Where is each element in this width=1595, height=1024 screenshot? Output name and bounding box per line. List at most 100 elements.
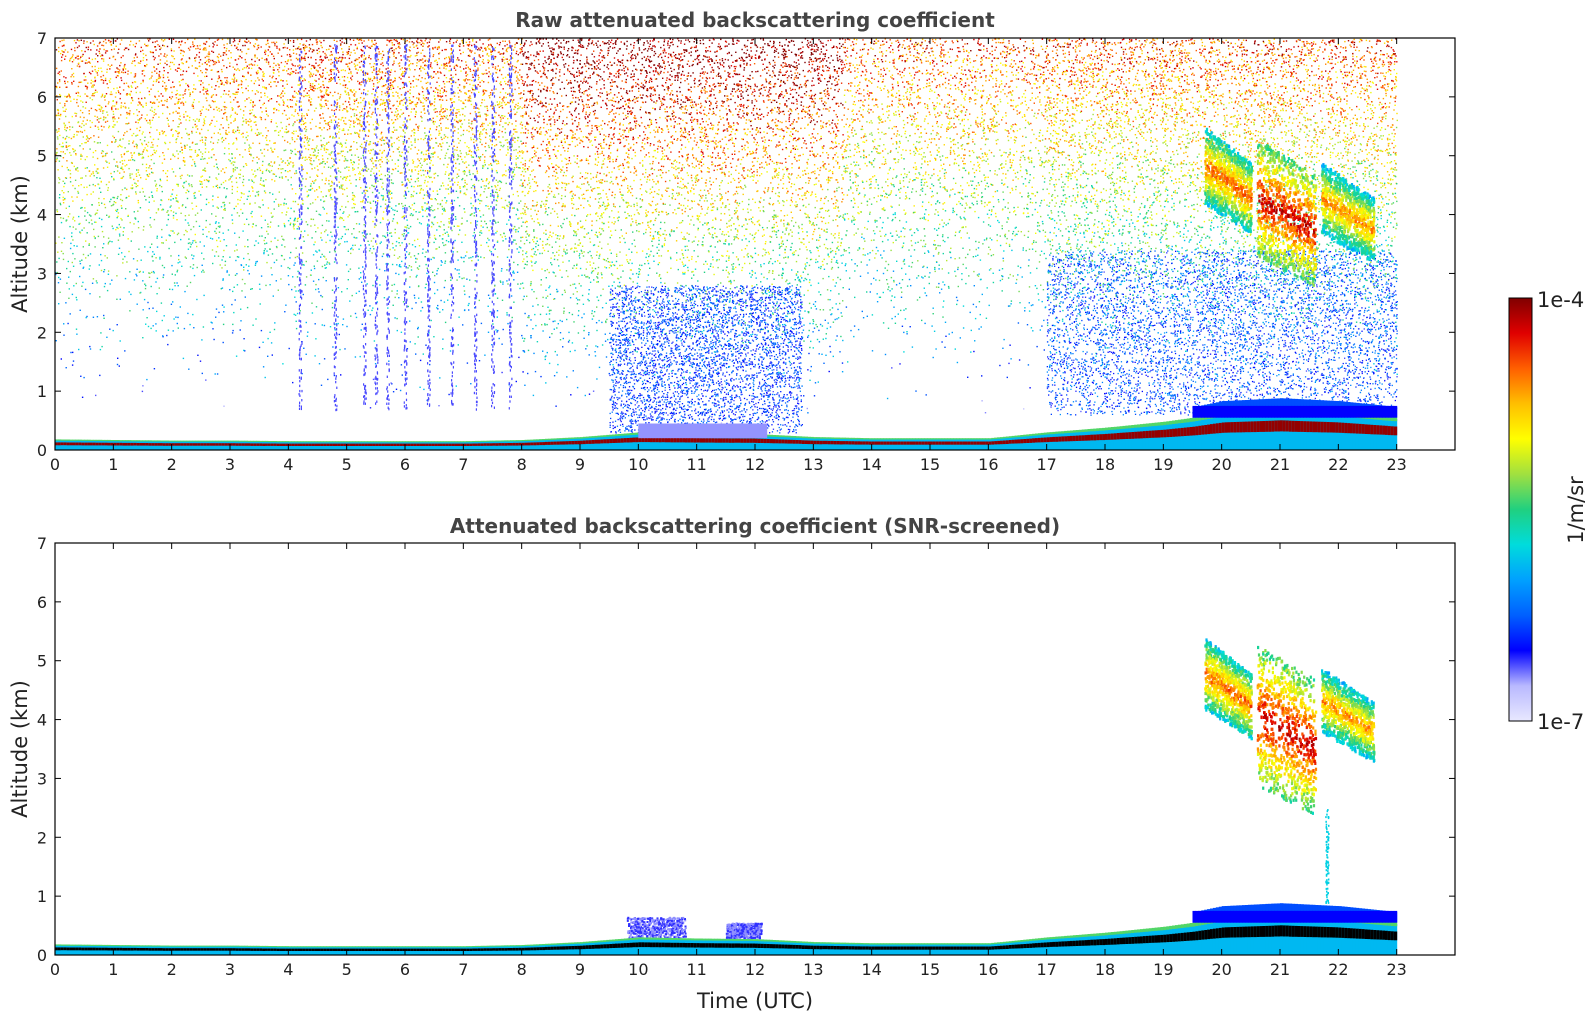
noise-pixel: [439, 98, 442, 101]
noise-pixel: [1098, 149, 1100, 152]
noise-pixel: [251, 180, 254, 182]
noise-pixel: [715, 143, 717, 145]
noise-pixel: [1354, 136, 1357, 138]
noise-pixel: [974, 210, 976, 213]
noise-pixel: [351, 233, 353, 235]
noise-pixel: [341, 41, 343, 43]
noise-pixel: [173, 86, 175, 88]
noise-pixel: [100, 55, 102, 57]
noise-pixel: [1270, 57, 1272, 60]
noise-pixel: [201, 63, 204, 65]
noise-pixel: [325, 89, 327, 91]
noise-pixel: [811, 114, 814, 116]
noise-pixel: [1256, 204, 1259, 206]
noise-pixel: [439, 92, 441, 94]
noise-pixel: [132, 99, 134, 102]
noise-pixel: [238, 173, 240, 175]
noise-pixel: [614, 121, 617, 124]
noise-pixel: [1054, 159, 1056, 161]
noise-pixel: [961, 79, 963, 81]
noise-pixel: [1239, 230, 1241, 233]
noise-pixel: [1165, 188, 1167, 190]
noise-pixel: [1378, 116, 1381, 119]
noise-pixel: [1070, 66, 1073, 69]
noise-pixel: [577, 49, 580, 51]
noise-pixel: [851, 129, 853, 131]
noise-pixel: [417, 41, 419, 44]
noise-pixel: [141, 390, 144, 393]
noise-pixel: [150, 159, 153, 161]
noise-pixel: [969, 61, 972, 64]
noise-pixel: [1011, 126, 1013, 128]
noise-pixel: [488, 164, 490, 166]
noise-pixel: [525, 213, 527, 216]
noise-pixel: [326, 261, 329, 263]
noise-pixel: [520, 51, 522, 53]
noise-pixel: [1394, 97, 1397, 99]
noise-pixel: [899, 191, 901, 193]
noise-pixel: [790, 89, 792, 91]
noise-pixel: [1046, 45, 1048, 47]
noise-pixel: [903, 105, 905, 107]
noise-pixel: [1174, 46, 1176, 48]
noise-pixel: [1295, 167, 1297, 169]
noise-pixel: [360, 272, 362, 274]
noise-pixel: [1358, 41, 1361, 43]
noise-pixel: [1252, 90, 1254, 92]
noise-pixel: [713, 83, 715, 85]
noise-pixel: [363, 150, 366, 152]
noise-pixel: [819, 245, 821, 248]
noise-pixel: [614, 298, 617, 300]
noise-pixel: [788, 66, 791, 68]
noise-pixel: [1372, 82, 1374, 84]
noise-pixel: [641, 264, 643, 267]
noise-pixel: [278, 49, 281, 51]
noise-pixel: [1366, 143, 1368, 145]
noise-pixel: [1182, 175, 1184, 177]
noise-pixel: [900, 309, 902, 312]
noise-pixel: [808, 117, 810, 119]
noise-pixel: [282, 69, 284, 72]
noise-pixel: [1197, 280, 1199, 282]
noise-pixel: [1306, 47, 1308, 49]
noise-pixel: [952, 209, 954, 212]
noise-pixel: [122, 68, 124, 70]
noise-pixel: [499, 280, 502, 282]
noise-pixel: [1241, 41, 1243, 44]
noise-pixel: [631, 54, 634, 56]
noise-pixel: [572, 62, 575, 64]
noise-pixel: [610, 230, 612, 232]
noise-pixel: [871, 350, 874, 352]
noise-pixel: [937, 115, 940, 117]
noise-pixel: [212, 46, 214, 48]
noise-pixel: [712, 152, 714, 154]
noise-pixel: [1278, 266, 1280, 268]
noise-pixel: [450, 48, 452, 50]
noise-pixel: [142, 59, 144, 62]
noise-pixel: [1162, 50, 1164, 52]
noise-pixel: [1304, 54, 1306, 56]
noise-pixel: [1158, 190, 1160, 192]
noise-pixel: [891, 74, 894, 76]
noise-pixel: [961, 144, 964, 146]
noise-pixel: [1089, 83, 1091, 85]
noise-pixel: [540, 284, 542, 286]
noise-pixel: [1338, 132, 1340, 134]
noise-pixel: [928, 214, 930, 216]
noise-pixel: [900, 187, 902, 190]
noise-pixel: [1208, 255, 1210, 258]
noise-pixel: [832, 203, 835, 205]
noise-pixel: [543, 232, 545, 234]
noise-pixel: [809, 41, 812, 43]
noise-pixel: [1258, 213, 1260, 215]
noise-pixel: [367, 90, 369, 92]
noise-pixel: [1285, 181, 1287, 183]
noise-pixel: [389, 205, 391, 208]
noise-pixel: [1151, 87, 1153, 90]
noise-pixel: [237, 91, 239, 93]
noise-pixel: [925, 73, 928, 75]
noise-pixel: [1246, 54, 1248, 56]
noise-pixel: [754, 272, 756, 274]
noise-pixel: [1005, 122, 1007, 124]
noise-pixel: [1239, 71, 1241, 74]
